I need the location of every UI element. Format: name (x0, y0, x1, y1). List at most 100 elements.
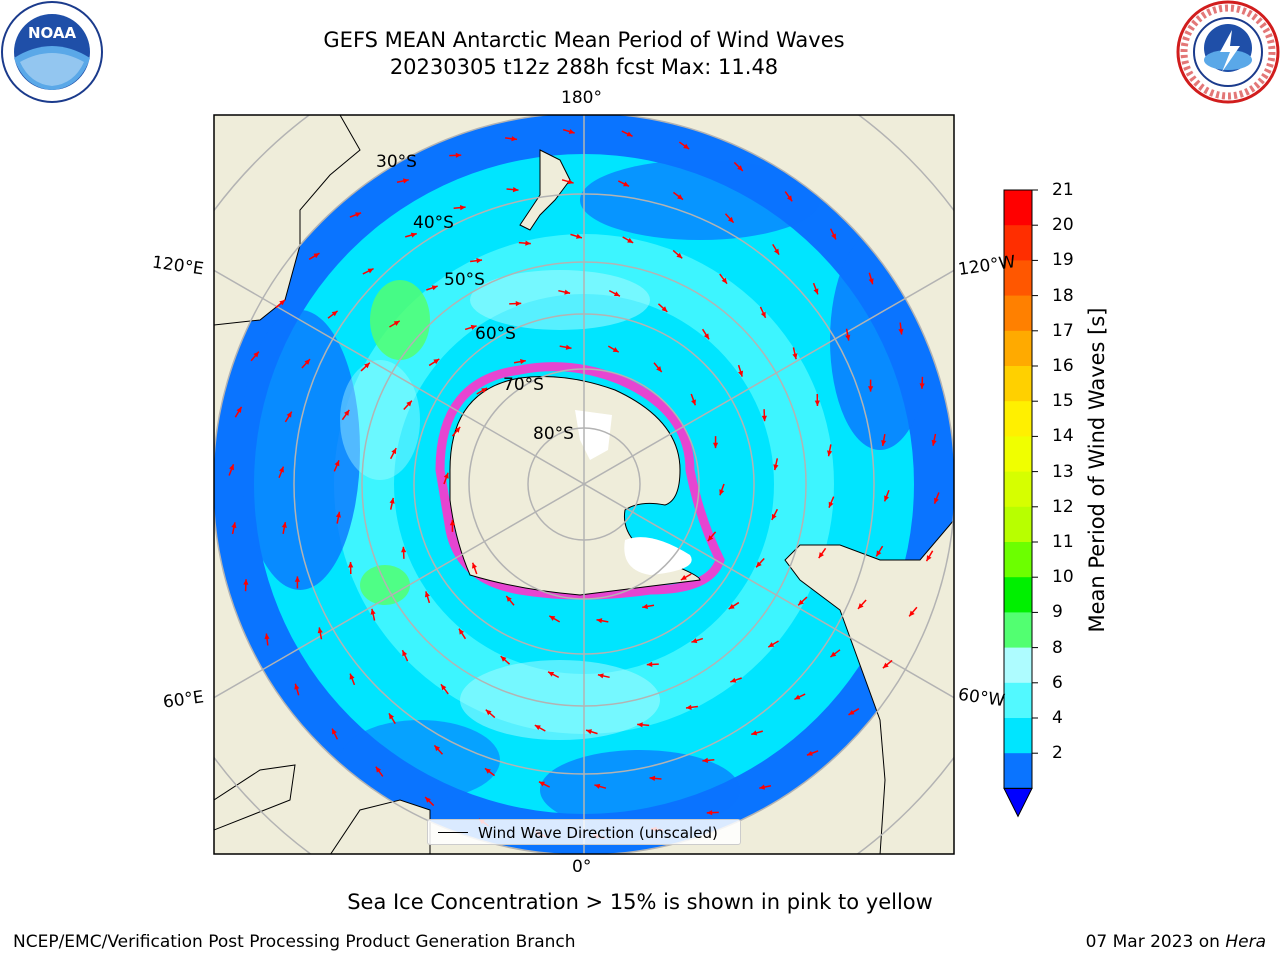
footer-date: 07 Mar 2023 on Hera (1086, 932, 1266, 952)
wind-arrow-head (761, 415, 767, 422)
wind-arrow-head (440, 684, 447, 691)
wind-arrow-head (425, 797, 431, 803)
colorbar-tick-label: 19 (1052, 250, 1074, 271)
wind-arrow-head (721, 277, 728, 284)
wind-arrow-head (719, 489, 725, 496)
colorbar-label: Mean Period of Wind Waves [s] (1085, 307, 1109, 633)
noaa-logo-text: NOAA (28, 24, 77, 42)
wind-arrow-head (685, 704, 692, 710)
madagascar-landmass (214, 764, 296, 831)
wind-arrow-head (449, 519, 456, 526)
wind-arrow-head (391, 448, 397, 455)
wind-arrow-head (786, 195, 793, 202)
wind-arrow-head (806, 750, 813, 756)
wind-arrow-head (792, 353, 798, 360)
wind-arrow-head (677, 194, 684, 200)
wind-arrow-head (680, 575, 687, 580)
wind-arrow-head (564, 289, 571, 295)
wind-arrow-head (534, 725, 541, 731)
wind-arrow-head (737, 165, 743, 171)
wind-arrow-head (613, 291, 620, 297)
wind-arrow-head (728, 216, 734, 223)
colorbar-segment (1004, 436, 1032, 473)
noaa-logo-icon: NOAA (1, 1, 103, 103)
wind-arrow-head (813, 288, 819, 295)
wind-arrow-head (348, 562, 354, 568)
colorbar-tick-label: 20 (1052, 215, 1074, 236)
wind-arrow-head (434, 745, 440, 752)
lat-label-30s: 30°S (376, 152, 417, 172)
wind-arrow-head (798, 599, 804, 606)
wind-arrow-head (676, 252, 683, 259)
colorbar-segment (1004, 225, 1032, 261)
wind-arrow-head (433, 358, 440, 365)
colorbar-segment (1004, 190, 1032, 226)
lat-label-60s: 60°S (475, 324, 516, 344)
colorbar-tick-label: 13 (1052, 461, 1074, 482)
wind-arrow-head (401, 546, 407, 553)
south-america-landmass (784, 519, 954, 854)
wind-arrow-head (756, 561, 762, 568)
wind-arrow-head (814, 400, 820, 406)
wind-arrow-head (596, 618, 603, 624)
colorbar (1003, 189, 1038, 818)
wind-arrow-head (349, 673, 355, 680)
colorbar-tick-label: 12 (1052, 496, 1074, 517)
wind-arrow-head (294, 683, 300, 690)
wind-arrow-head (586, 729, 592, 735)
colorbar-tick-label: 4 (1052, 708, 1063, 728)
wind-arrow-head (335, 511, 341, 518)
wind-arrow-head (402, 178, 409, 184)
wind-arrow-head (691, 399, 696, 406)
wind-arrow-head (388, 713, 395, 720)
wind-arrow-head (623, 181, 630, 187)
wind-arrow-head (868, 278, 874, 285)
wind-arrow-head (481, 388, 488, 393)
colorbar-tick-label: 21 (1052, 180, 1074, 200)
colorbar-tick-label: 6 (1052, 672, 1063, 693)
wind-arrow-head (470, 324, 477, 330)
wind-arrow-head (627, 237, 634, 243)
wind-arrow-head (706, 810, 713, 816)
wind-arrow-head (484, 768, 491, 774)
wind-arrow-head (771, 513, 777, 520)
wind-arrow-head (848, 709, 855, 715)
colorbar-segment (1004, 295, 1032, 332)
colorbar-tick-label: 2 (1052, 743, 1063, 764)
colorbar-segment (1004, 682, 1032, 719)
wind-arrow-head (642, 603, 648, 609)
wind-arrow-head (455, 152, 462, 158)
chart-subtitle: 20230305 t12z 288h fcst Max: 11.48 (389, 55, 779, 79)
wind-arrow-head (402, 650, 408, 657)
wind-arrow-head (520, 359, 526, 365)
wind-arrow-head (424, 591, 430, 598)
wind-arrow-head (751, 730, 758, 736)
wind-arrows (228, 128, 940, 840)
colorbar-segment (1004, 718, 1032, 754)
wind-arrow-head (367, 268, 374, 274)
colorbar-segment (1004, 647, 1032, 684)
wind-arrow-head (231, 522, 237, 529)
colorbar-tick-label: 10 (1052, 567, 1074, 588)
colorbar-tick-label: 16 (1052, 356, 1074, 376)
lon-label-180: 180° (561, 88, 602, 108)
wind-arrow-head (317, 627, 323, 634)
footer-credit: NCEP/EMC/Verification Post Processing Pr… (13, 932, 576, 952)
wind-arrow-head (334, 460, 340, 467)
colorbar-segment (1004, 577, 1032, 613)
wind-arrow-head (576, 233, 582, 239)
wind-arrow-head (458, 628, 465, 635)
wind-arrow-head (500, 656, 507, 662)
wind-arrow-head (827, 450, 833, 457)
wind-arrow-head (830, 651, 837, 658)
wind-arrow-head (511, 136, 518, 142)
wind-arrow-head (934, 497, 939, 504)
wind-arrow-head (406, 400, 412, 407)
wind-arrow-head (931, 439, 937, 446)
wind-arrow-head (773, 464, 779, 471)
wind-arrow-head (594, 783, 601, 789)
wind-arrow-head (703, 333, 710, 340)
wind-arrow-head (454, 426, 461, 433)
wind-arrow-head (637, 722, 643, 728)
